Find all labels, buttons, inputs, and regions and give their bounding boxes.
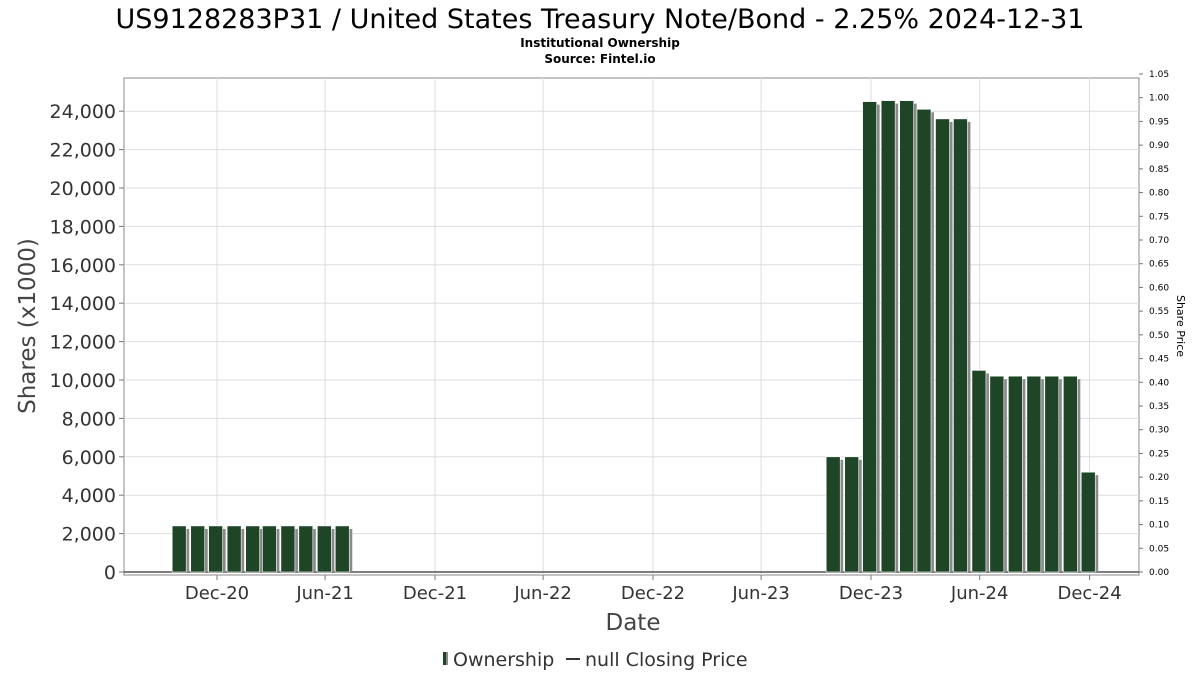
y-tick-label: 20,000 — [50, 178, 116, 200]
y-tick-label: 2,000 — [62, 524, 116, 546]
y-tick-label: 4,000 — [62, 485, 116, 507]
ownership-bar — [825, 456, 841, 573]
chart-subtitle: Institutional Ownership — [520, 36, 680, 50]
ownership-bar — [989, 375, 1005, 573]
y2-tick-label: 0.65 — [1149, 260, 1169, 270]
x-tick-label: Jun-21 — [295, 583, 354, 604]
y2-tick-label: 0.85 — [1149, 165, 1169, 175]
ownership-bar — [280, 525, 296, 573]
legend-ownership-swatch-shadow — [446, 652, 448, 665]
y2-tick-label: 0.25 — [1149, 449, 1169, 459]
ownership-bar — [171, 525, 187, 573]
y-tick-label: 14,000 — [50, 293, 116, 315]
y2-axis-label: Share Price — [1174, 295, 1187, 357]
y2-tick-label: 0.00 — [1149, 568, 1169, 578]
y-tick-label: 16,000 — [50, 255, 116, 277]
y-axis-ticks: 0 2,000 4,000 6,000 8,000 10,000 12,000 14,000 1… — [50, 101, 124, 584]
y-axis-label: Shares (x1000) — [15, 238, 41, 414]
y2-tick-label: 0.05 — [1149, 544, 1169, 554]
y2-tick-label: 0.75 — [1149, 212, 1169, 222]
x-axis-label: Date — [606, 610, 661, 636]
y-tick-label: 24,000 — [50, 101, 116, 123]
y-tick-label: 6,000 — [62, 447, 116, 469]
x-tick-label: Jun-22 — [513, 583, 572, 604]
ownership-bar — [245, 525, 260, 573]
y2-tick-label: 1.05 — [1149, 70, 1169, 80]
y2-tick-label: 0.50 — [1149, 331, 1169, 341]
y2-tick-label: 0.70 — [1149, 236, 1169, 246]
ownership-bar — [916, 108, 932, 573]
x-tick-label: Dec-24 — [1057, 583, 1121, 604]
y2-tick-label: 0.90 — [1149, 141, 1169, 151]
y-tick-label: 22,000 — [50, 140, 116, 162]
ownership-bar — [1080, 471, 1096, 573]
ownership-bar — [953, 118, 968, 573]
ownership-bar — [226, 525, 242, 573]
y2-tick-label: 0.15 — [1149, 497, 1169, 507]
y2-tick-label: 0.45 — [1149, 355, 1169, 365]
ownership-bar — [1063, 375, 1078, 573]
y2-tick-label: 0.95 — [1149, 117, 1169, 127]
x-tick-label: Jun-23 — [731, 583, 790, 604]
x-tick-label: Dec-22 — [621, 583, 685, 604]
y-tick-label: 18,000 — [50, 216, 116, 238]
ownership-bar — [1026, 375, 1042, 573]
y2-tick-label: 0.10 — [1149, 521, 1169, 531]
x-axis-ticks: Dec-20 Jun-21 Dec-21 Jun-22 Dec-22 Jun-23 Dec-… — [185, 575, 1122, 604]
bars-group — [171, 100, 1099, 573]
x-tick-label: Dec-23 — [839, 583, 903, 604]
y2-tick-label: 0.30 — [1149, 426, 1169, 436]
ownership-bar — [262, 525, 277, 573]
ownership-bar — [1008, 375, 1023, 573]
y2-tick-label: 0.60 — [1149, 283, 1169, 293]
y2-tick-label: 0.20 — [1149, 473, 1169, 483]
y-tick-label: 12,000 — [50, 332, 116, 354]
legend-ownership-label: Ownership — [453, 649, 554, 671]
x-tick-label: Dec-21 — [403, 583, 467, 604]
y2-tick-label: 1.00 — [1149, 94, 1169, 104]
x-tick-label: Jun-24 — [950, 583, 1009, 604]
legend-ownership-swatch — [443, 652, 446, 665]
ownership-bar — [208, 525, 223, 573]
ownership-bar — [317, 525, 332, 573]
plot-frame — [123, 77, 1140, 576]
y2-tick-label: 0.35 — [1149, 402, 1169, 412]
y2-axis-ticks: 0.00 0.05 0.10 0.15 0.20 0.25 0.30 0.35 0.40 0.45… — [1139, 70, 1169, 578]
y2-tick-label: 0.40 — [1149, 378, 1169, 388]
legend-price-label: null Closing Price — [585, 649, 748, 671]
y-tick-label: 10,000 — [50, 370, 116, 392]
chart-source: Source: Fintel.io — [544, 52, 655, 66]
ownership-bar — [190, 525, 206, 573]
y2-tick-label: 0.80 — [1149, 189, 1169, 199]
ownership-bar — [844, 456, 860, 573]
ownership-bar — [899, 100, 914, 573]
ownership-bar — [334, 525, 350, 573]
y2-tick-label: 0.55 — [1149, 307, 1169, 317]
ownership-bar — [298, 525, 314, 573]
y-tick-label: 8,000 — [62, 408, 116, 430]
ownership-bar — [862, 101, 877, 573]
chart-title: US9128283P31 / United States Treasury No… — [116, 4, 1085, 35]
ownership-bar — [1044, 375, 1060, 573]
legend: Ownership null Closing Price — [443, 649, 748, 671]
ownership-bar — [880, 100, 896, 573]
ownership-bar — [935, 118, 950, 573]
x-tick-label: Dec-20 — [185, 583, 249, 604]
y-tick-label: 0 — [104, 562, 116, 584]
ownership-bar — [971, 370, 987, 573]
